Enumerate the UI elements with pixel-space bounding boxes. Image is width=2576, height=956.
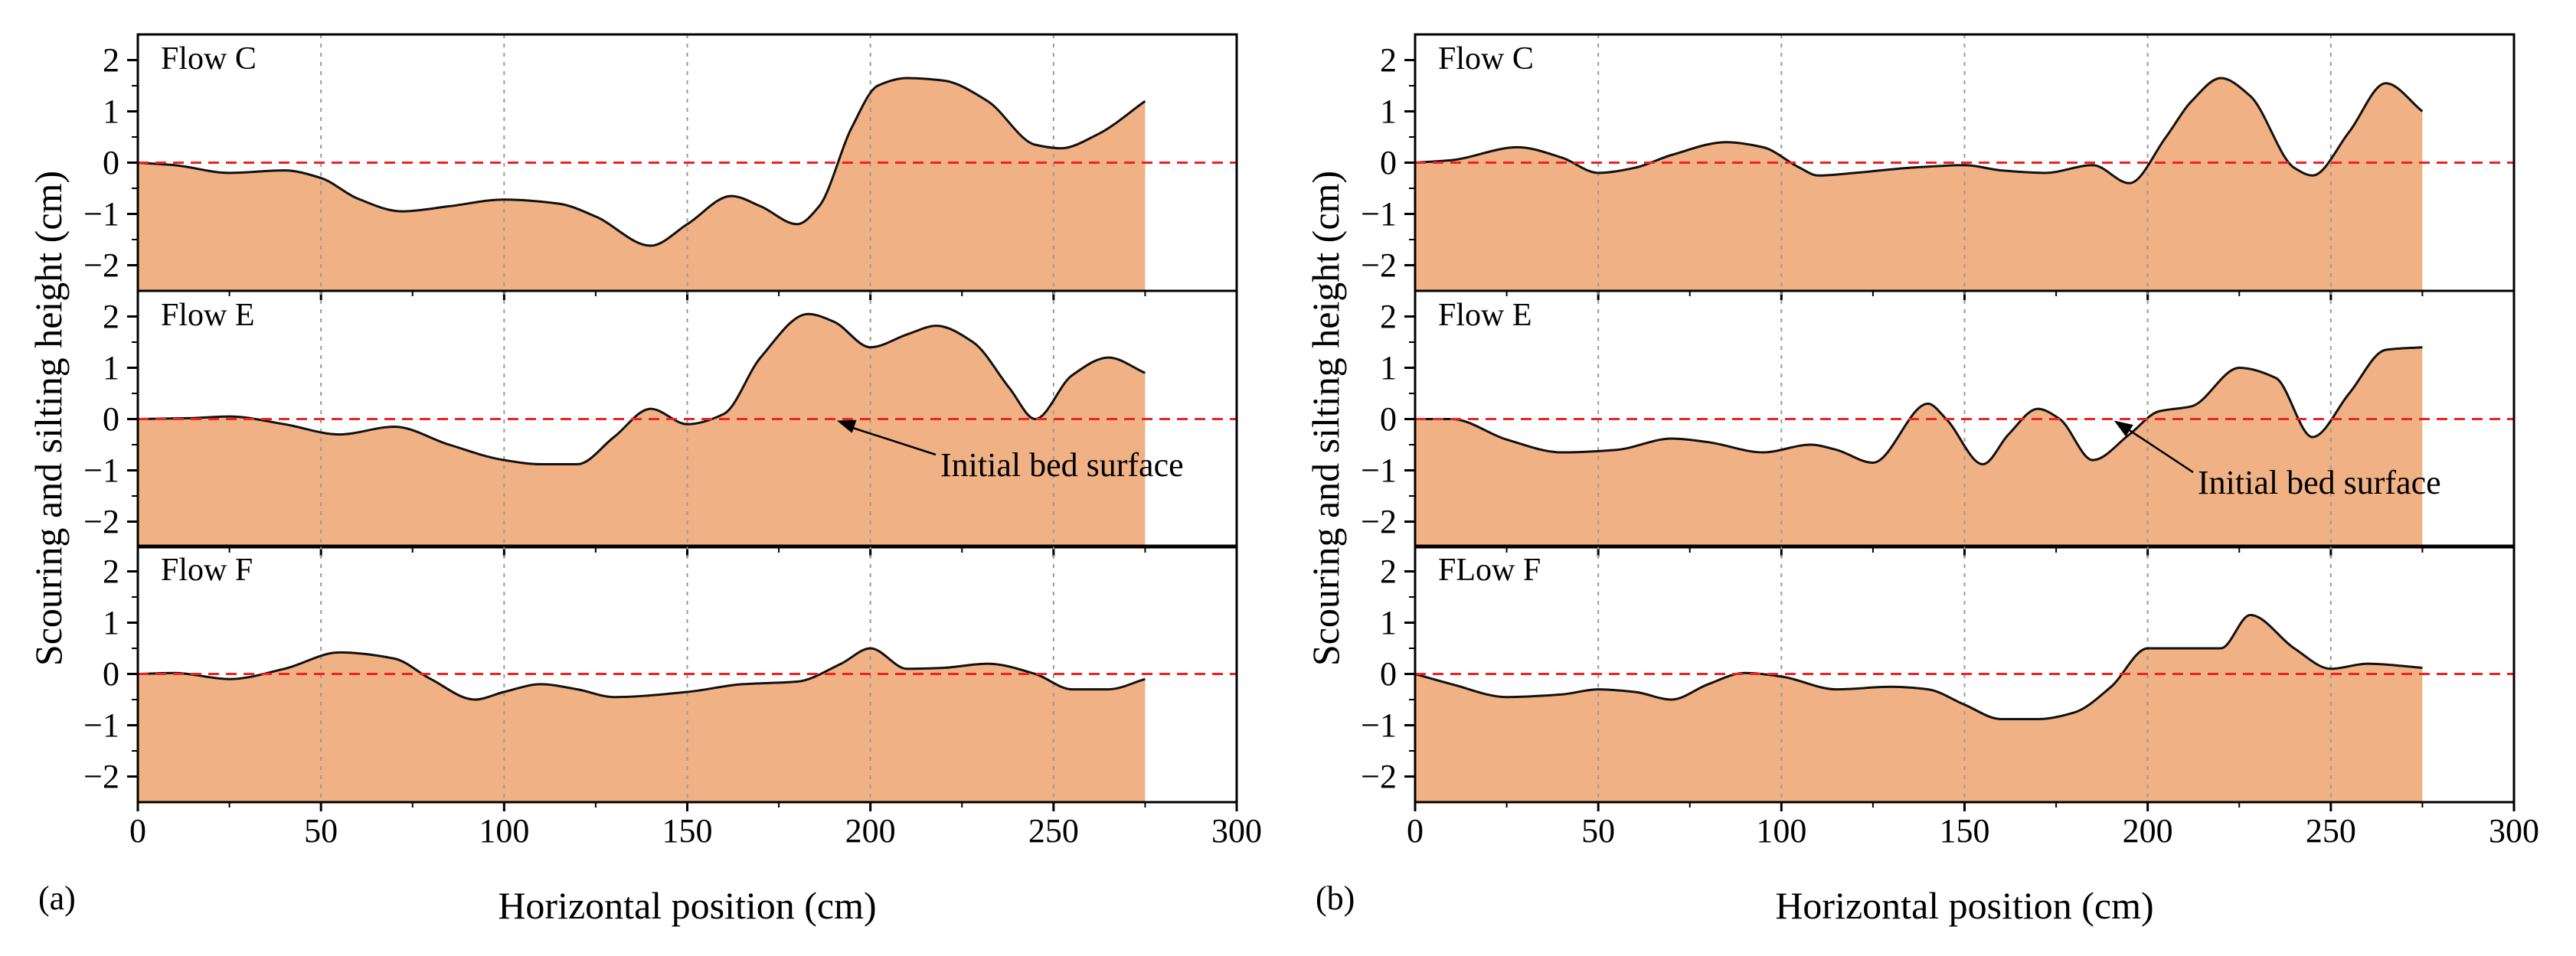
y-tick-label: −2	[1361, 503, 1397, 540]
y-axis-title: Scouring and silting height (cm)	[1304, 171, 1347, 666]
annotation-text: Initial bed surface	[940, 446, 1184, 484]
annotation-arrow-head	[836, 419, 857, 433]
series-line	[137, 77, 1146, 247]
y-tick-label: 0	[103, 400, 119, 438]
flow-label: Flow F	[161, 553, 253, 588]
flow-label: Flow C	[1438, 41, 1534, 77]
series-line	[137, 647, 1146, 701]
y-tick-label: 1	[1380, 349, 1397, 387]
flow-label: Flow E	[161, 298, 255, 333]
x-tick-label: 0	[1407, 812, 1424, 850]
y-tick-label: 0	[103, 655, 119, 693]
subplot-flow-f: −2 −1 0 1 2 FLow F	[1361, 544, 2516, 811]
panel-label: (b)	[1316, 879, 1355, 917]
subplot-flow-e: −2 −1 0 1 2 Flow E Initial bed surface	[1361, 289, 2516, 556]
subplot-flow-f: −2 −1 0 1 2 Flow F	[83, 544, 1238, 811]
flow-label: Flow E	[1438, 298, 1532, 333]
subplot-flow-c: −2 −1 0 1 2 Flow C	[83, 33, 1238, 300]
x-tick-label: 100	[1756, 812, 1806, 850]
flow-label: Flow C	[161, 41, 257, 77]
series-line	[1414, 346, 2423, 466]
x-axis-title: Horizontal position (cm)	[498, 884, 876, 927]
y-tick-label: 0	[1380, 400, 1397, 438]
y-tick-label: −1	[1361, 452, 1397, 489]
y-tick-label: 2	[1380, 553, 1397, 590]
y-tick-label: 2	[103, 553, 119, 590]
y-axis-title: Scouring and silting height (cm)	[27, 171, 70, 666]
annotation-arrow-line	[2121, 424, 2194, 474]
y-tick-label: 1	[103, 349, 119, 387]
area-fill	[1415, 615, 2423, 802]
panel-label: (a)	[38, 879, 76, 917]
chart-b: −2 −1 0 1 2 Flow C −2 −1 0 1 2 Flow E Initial bed su…	[1304, 33, 2539, 927]
y-tick-label: 2	[1380, 41, 1397, 79]
x-tick-label: 300	[1211, 812, 1262, 850]
area-fill	[138, 78, 1146, 291]
y-tick-label: 2	[1380, 298, 1397, 335]
y-tick-label: 1	[103, 93, 119, 130]
y-tick-label: 1	[1380, 93, 1397, 130]
subplot-flow-e: −2 −1 0 1 2 Flow E Initial bed surface	[83, 289, 1238, 556]
series-line	[1414, 77, 2424, 184]
x-tick-label: 250	[2306, 812, 2356, 850]
y-tick-label: −1	[83, 452, 119, 489]
x-tick-label: 100	[479, 812, 529, 850]
x-tick-label: 250	[1028, 812, 1079, 850]
y-tick-label: −1	[1361, 706, 1397, 744]
annotation-arrow-line	[844, 424, 937, 456]
y-tick-label: 2	[103, 41, 119, 79]
y-tick-label: 1	[1380, 604, 1397, 641]
x-tick-label: 0	[129, 812, 146, 850]
x-tick-label: 50	[304, 812, 338, 850]
x-tick-label: 200	[2123, 812, 2173, 850]
x-tick-label: 200	[845, 812, 896, 850]
area-fill	[1415, 78, 2423, 291]
annotation: Initial bed surface	[2113, 420, 2441, 501]
annotation-text: Initial bed surface	[2198, 464, 2441, 501]
series-line	[1414, 613, 2423, 720]
y-tick-label: −2	[83, 246, 119, 284]
annotation: Initial bed surface	[836, 419, 1184, 484]
x-tick-label: 150	[1940, 812, 1990, 850]
y-tick-label: 0	[103, 144, 119, 181]
series-line	[137, 312, 1146, 465]
y-tick-label: −2	[83, 758, 119, 795]
area-fill	[1415, 347, 2423, 547]
area-fill	[138, 648, 1146, 802]
y-tick-label: −2	[83, 503, 119, 540]
y-tick-label: −1	[1361, 195, 1397, 233]
chart-a: −2 −1 0 1 2 Flow C −2 −1 0 1 2 Flow E Initial bed su…	[27, 33, 1262, 927]
subplot-flow-c: −2 −1 0 1 2 Flow C	[1361, 33, 2516, 300]
x-tick-label: 300	[2489, 812, 2539, 850]
flow-label: FLow F	[1438, 553, 1541, 588]
y-tick-label: 0	[1380, 655, 1397, 693]
area-fill	[138, 314, 1146, 547]
y-tick-label: −1	[83, 195, 119, 233]
x-tick-label: 150	[662, 812, 713, 850]
y-tick-label: −1	[83, 706, 119, 744]
y-tick-label: 2	[103, 298, 119, 335]
y-tick-label: −2	[1361, 246, 1397, 284]
y-tick-label: 1	[103, 604, 119, 641]
x-tick-label: 50	[1581, 812, 1615, 850]
x-axis-title: Horizontal position (cm)	[1775, 884, 2153, 927]
y-tick-label: 0	[1380, 144, 1397, 181]
annotation-arrow-head	[2113, 420, 2133, 437]
y-tick-label: −2	[1361, 758, 1397, 795]
